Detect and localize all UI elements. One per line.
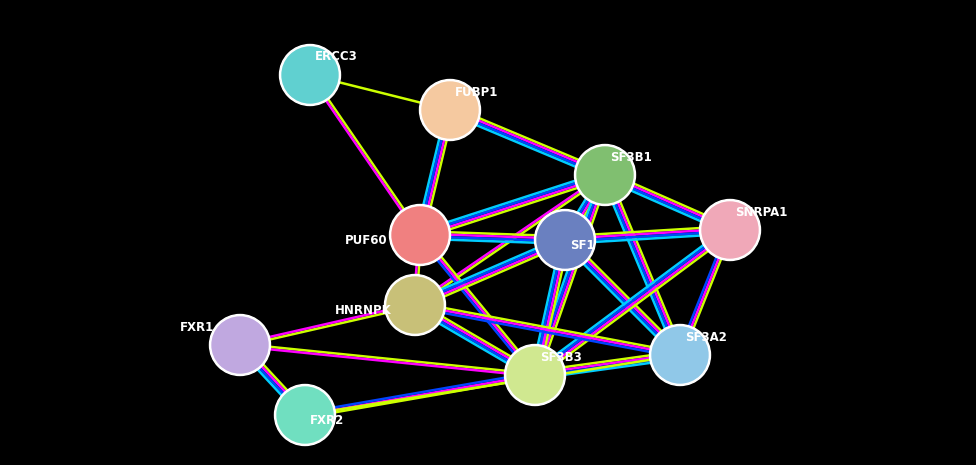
Circle shape [210,314,270,376]
Text: SF3A2: SF3A2 [685,331,727,344]
Text: SF3B3: SF3B3 [540,351,582,364]
Text: SF1: SF1 [570,239,594,252]
Circle shape [282,47,338,103]
Circle shape [212,317,268,373]
Circle shape [422,82,478,138]
Circle shape [387,277,443,333]
Text: FUBP1: FUBP1 [455,86,499,99]
Circle shape [392,207,448,263]
Text: PUF60: PUF60 [345,233,387,246]
Circle shape [535,210,595,271]
Text: FXR2: FXR2 [310,413,345,426]
Circle shape [649,325,711,385]
Text: ERCC3: ERCC3 [315,51,358,64]
Circle shape [420,80,480,140]
Circle shape [652,327,708,383]
Text: FXR1: FXR1 [180,320,215,333]
Circle shape [277,387,333,443]
Circle shape [505,345,565,405]
Circle shape [577,147,633,203]
Text: SNRPA1: SNRPA1 [735,206,788,219]
Circle shape [575,145,635,206]
Circle shape [389,205,451,266]
Circle shape [702,202,758,258]
Circle shape [507,347,563,403]
Text: HNRNPK: HNRNPK [335,304,391,317]
Circle shape [537,212,593,268]
Circle shape [385,274,445,336]
Circle shape [274,385,336,445]
Text: SF3B1: SF3B1 [610,151,652,164]
Circle shape [700,199,760,260]
Circle shape [279,45,341,106]
